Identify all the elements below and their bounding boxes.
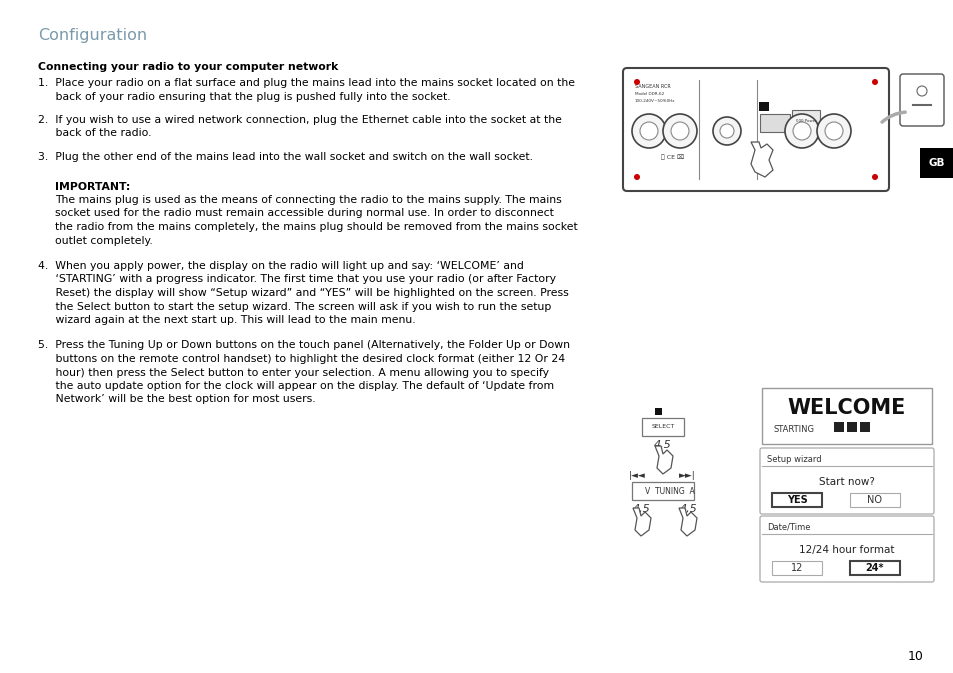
Text: the radio from the mains completely, the mains plug should be removed from the m: the radio from the mains completely, the… [55,222,578,232]
Text: Connecting your radio to your computer network: Connecting your radio to your computer n… [38,62,338,72]
Circle shape [916,86,926,96]
Text: back of the radio.: back of the radio. [38,129,152,139]
Text: SELECT: SELECT [651,425,674,429]
Text: |◄◄: |◄◄ [628,472,645,481]
Circle shape [720,124,733,138]
Text: back of your radio ensuring that the plug is pushed fully into the socket.: back of your radio ensuring that the plu… [38,92,450,102]
Text: buttons on the remote control handset) to highlight the desired clock format (ei: buttons on the remote control handset) t… [38,354,564,364]
Polygon shape [633,508,650,536]
Polygon shape [655,446,672,474]
Bar [759,102,768,111]
Text: Setup wizard: Setup wizard [766,454,821,464]
Circle shape [670,122,688,140]
Bar [849,561,899,575]
Text: wizard again at the next start up. This will lead to the main menu.: wizard again at the next start up. This … [38,315,416,325]
Circle shape [871,174,877,180]
Circle shape [634,174,639,180]
Text: 4,5: 4,5 [654,440,671,450]
Circle shape [784,114,818,148]
Bar [919,148,953,178]
Circle shape [824,122,842,140]
FancyBboxPatch shape [760,516,933,582]
Circle shape [634,79,639,85]
Bar [791,110,820,132]
Text: 000 Power: 000 Power [795,119,816,123]
Bar [846,422,856,432]
Text: 4,5: 4,5 [679,504,698,514]
Circle shape [662,114,697,148]
Text: ►►|: ►►| [679,472,695,481]
Text: GB: GB [928,158,944,168]
Circle shape [631,114,665,148]
Text: SANGEAN RCR: SANGEAN RCR [635,84,670,89]
Text: Reset) the display will show “Setup wizard” and “YES” will be highlighted on the: Reset) the display will show “Setup wiza… [38,288,568,298]
Text: Date/Time: Date/Time [766,522,810,532]
Bar [655,408,661,415]
Text: WELCOME: WELCOME [787,398,905,418]
Text: 4.  When you apply power, the display on the radio will light up and say: ‘WELCO: 4. When you apply power, the display on … [38,261,523,271]
Text: 10: 10 [907,649,923,662]
Text: hour) then press the Select button to enter your selection. A menu allowing you : hour) then press the Select button to en… [38,367,548,378]
Text: The mains plug is used as the means of connecting the radio to the mains supply.: The mains plug is used as the means of c… [55,195,561,205]
Bar [771,493,821,507]
FancyBboxPatch shape [760,448,933,514]
FancyBboxPatch shape [641,418,683,436]
Circle shape [639,122,658,140]
Text: 100-240V~50/60Hz: 100-240V~50/60Hz [635,99,675,103]
Polygon shape [750,142,772,177]
Text: 1.  Place your radio on a flat surface and plug the mains lead into the mains so: 1. Place your radio on a flat surface an… [38,78,575,88]
Text: Model DDR-62: Model DDR-62 [635,92,663,96]
Text: 24*: 24* [864,563,883,573]
FancyBboxPatch shape [622,68,888,191]
Text: the auto update option for the clock will appear on the display. The default of : the auto update option for the clock wil… [38,381,554,391]
Text: ‘STARTING’ with a progress indicator. The first time that you use your radio (or: ‘STARTING’ with a progress indicator. Th… [38,275,556,285]
Text: Configuration: Configuration [38,28,147,43]
Text: 2.  If you wish to use a wired network connection, plug the Ethernet cable into : 2. If you wish to use a wired network co… [38,115,561,125]
Bar [859,422,869,432]
Bar [761,388,931,444]
Text: 4,5: 4,5 [633,504,650,514]
Circle shape [712,117,740,145]
Bar [849,493,899,507]
Text: V  TUNING  A: V TUNING A [644,487,694,495]
Bar [833,422,843,432]
Circle shape [871,79,877,85]
Text: Start now?: Start now? [819,477,874,487]
FancyBboxPatch shape [899,74,943,126]
Text: 12: 12 [790,563,802,573]
Text: YES: YES [786,495,806,505]
Circle shape [816,114,850,148]
Text: outlet completely.: outlet completely. [55,236,152,246]
FancyBboxPatch shape [631,482,693,500]
Text: 5.  Press the Tuning Up or Down buttons on the touch panel (Alternatively, the F: 5. Press the Tuning Up or Down buttons o… [38,341,569,351]
Bar [760,114,789,132]
Bar [771,561,821,575]
Circle shape [792,122,810,140]
Text: Ⳡ CE ⌧: Ⳡ CE ⌧ [660,154,683,160]
Text: NO: NO [866,495,882,505]
Text: the Select button to start the setup wizard. The screen will ask if you wish to : the Select button to start the setup wiz… [38,302,551,312]
Text: 3.  Plug the other end of the mains lead into the wall socket and switch on the : 3. Plug the other end of the mains lead … [38,152,533,162]
Text: socket used for the radio must remain accessible during normal use. In order to : socket used for the radio must remain ac… [55,209,554,219]
Polygon shape [679,508,697,536]
Text: STARTING: STARTING [773,425,814,433]
Text: IMPORTANT:: IMPORTANT: [55,182,131,192]
Text: 12/24 hour format: 12/24 hour format [799,545,894,555]
Text: Network’ will be the best option for most users.: Network’ will be the best option for mos… [38,394,315,404]
